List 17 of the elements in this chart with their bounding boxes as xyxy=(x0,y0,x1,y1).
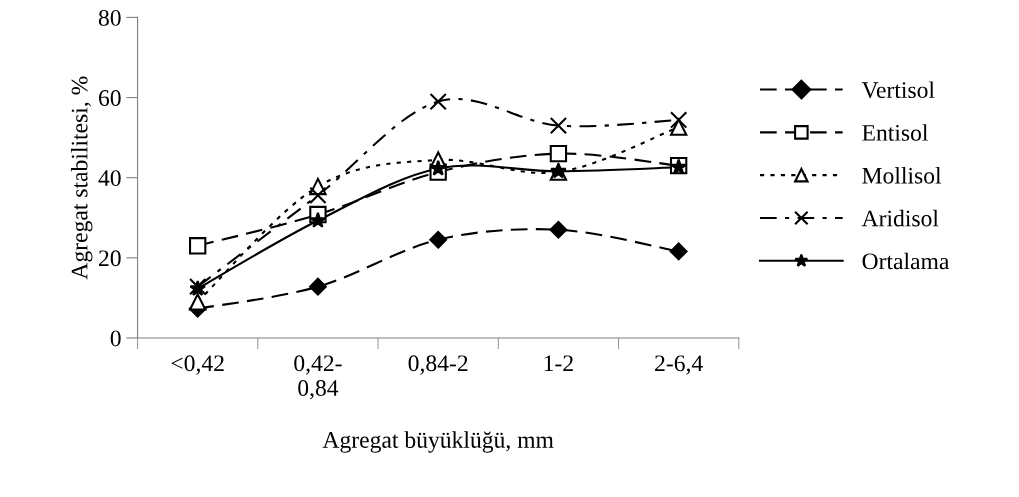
y-tick-label: 20 xyxy=(99,250,121,267)
legend-label: Entisol xyxy=(862,124,928,141)
legend-label: Ortalama xyxy=(862,252,950,270)
y-tick-label: 80 xyxy=(98,9,121,26)
x-tick-label: 2-6,4 xyxy=(655,355,703,375)
x-tick-label: 0,42- 0,84 xyxy=(294,355,342,400)
x-axis-title: Agregat büyüklüğü, mm xyxy=(322,431,554,453)
y-tick-label: 60 xyxy=(99,90,121,106)
x-tick-label: <0,42 xyxy=(171,355,224,375)
x-tick-label: 1-2 xyxy=(544,355,573,372)
legend-label: Vertisol xyxy=(861,81,935,99)
y-tick-label: 0 xyxy=(110,330,121,347)
x-tick-label: 0,84-2 xyxy=(408,355,468,375)
y-tick-label: 40 xyxy=(98,170,121,187)
y-axis-title: Agregat stabilitesi, % xyxy=(70,76,93,280)
legend-label: Mollisol xyxy=(862,167,942,184)
legend-label: Aridisol xyxy=(861,209,939,227)
